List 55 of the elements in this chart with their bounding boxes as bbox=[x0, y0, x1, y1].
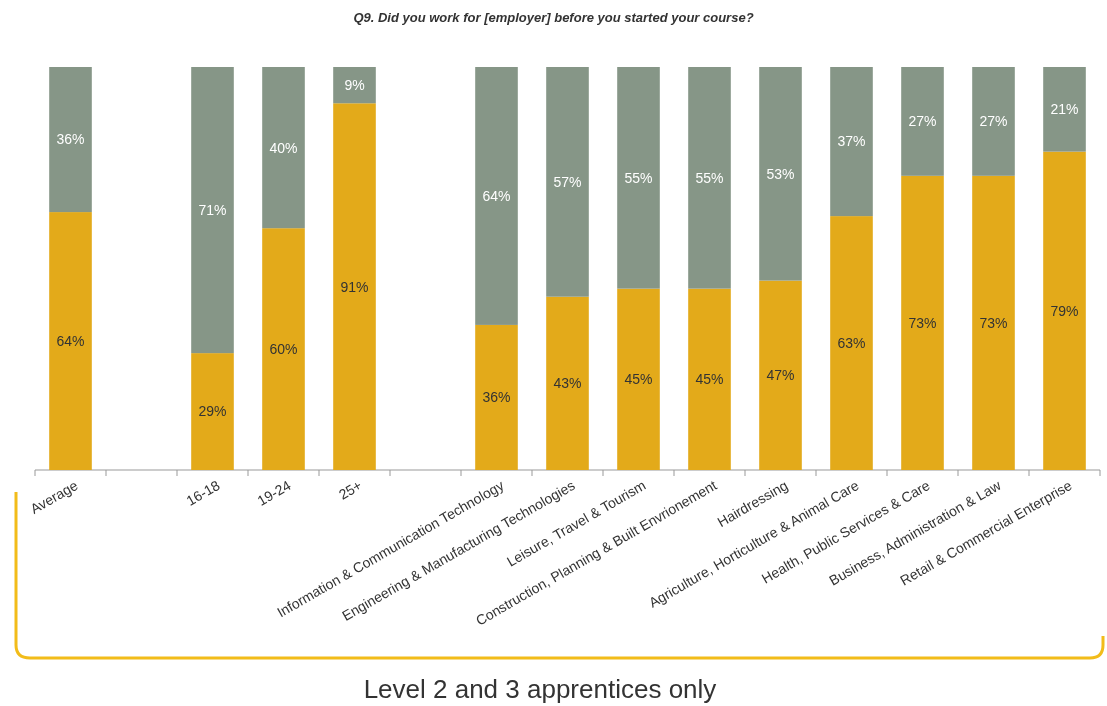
data-label: 37% bbox=[837, 133, 866, 150]
data-label: 57% bbox=[553, 173, 582, 190]
data-label: 36% bbox=[482, 389, 511, 406]
bar bbox=[688, 67, 731, 289]
bar bbox=[475, 324, 518, 470]
chart-title: Q9. Did you work for [employer] before you started your course? bbox=[353, 10, 754, 25]
bar bbox=[759, 67, 802, 281]
data-label: 73% bbox=[908, 314, 937, 331]
bar bbox=[972, 175, 1015, 470]
data-label: 47% bbox=[766, 367, 795, 384]
bar bbox=[191, 353, 234, 470]
data-label: 91% bbox=[340, 278, 369, 295]
bar bbox=[617, 288, 660, 470]
bar bbox=[1043, 67, 1086, 152]
data-label: 63% bbox=[837, 334, 866, 351]
data-label: 43% bbox=[553, 375, 582, 392]
bar bbox=[475, 67, 518, 325]
data-label: 36% bbox=[56, 131, 85, 148]
bar bbox=[333, 103, 376, 470]
data-label: 27% bbox=[908, 113, 937, 130]
bar bbox=[901, 67, 944, 176]
data-label: 55% bbox=[695, 169, 724, 186]
bar bbox=[759, 280, 802, 470]
data-label: 53% bbox=[766, 165, 795, 182]
data-label: 45% bbox=[624, 371, 653, 388]
x-tick-label: 25+ bbox=[335, 476, 365, 503]
data-label: 60% bbox=[269, 341, 298, 357]
data-label: 40% bbox=[269, 139, 298, 156]
bar bbox=[546, 67, 589, 297]
data-label: 21% bbox=[1050, 101, 1079, 118]
bar bbox=[49, 212, 92, 470]
bar bbox=[546, 296, 589, 470]
bar bbox=[191, 67, 234, 354]
data-label: 64% bbox=[482, 187, 511, 204]
data-label: 71% bbox=[198, 201, 227, 218]
bar bbox=[830, 67, 873, 217]
bar bbox=[1043, 151, 1086, 470]
data-label: 64% bbox=[56, 332, 85, 349]
text: Level 2 and 3 apprentices only bbox=[363, 674, 717, 704]
data-label: 73% bbox=[979, 314, 1008, 331]
data-label: 27% bbox=[979, 113, 1008, 130]
data-label: 9% bbox=[344, 77, 365, 94]
data-label: 79% bbox=[1050, 302, 1079, 319]
bar bbox=[262, 228, 305, 470]
bar bbox=[688, 288, 731, 470]
bar bbox=[901, 175, 944, 470]
data-label: 45% bbox=[695, 371, 724, 388]
data-label: 29% bbox=[198, 403, 227, 420]
bar bbox=[617, 67, 660, 289]
bar bbox=[49, 67, 92, 213]
data-label: 55% bbox=[624, 169, 653, 186]
bar bbox=[262, 67, 305, 229]
bar bbox=[333, 67, 376, 104]
bar bbox=[972, 67, 1015, 176]
bar bbox=[830, 216, 873, 470]
